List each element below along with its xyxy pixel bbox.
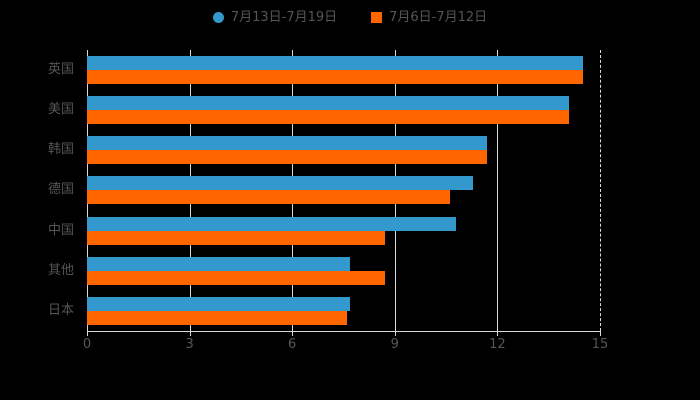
bar-英国-series-2[interactable]	[87, 70, 583, 84]
bar-韩国-series-1[interactable]	[87, 136, 488, 151]
gridline-12	[497, 50, 499, 331]
y-axis-label-德国: 德国	[47, 182, 74, 198]
x-tick-15	[600, 331, 601, 336]
x-tick-9	[394, 331, 396, 336]
bar-中国-series-2[interactable]	[87, 230, 385, 245]
bar-中国-series-1[interactable]	[87, 216, 457, 231]
bar-美国-series-1[interactable]	[87, 96, 570, 111]
x-tick-label-0: 0	[82, 337, 92, 352]
y-axis-label-英国: 英国	[47, 62, 74, 77]
x-tick-label-9: 9	[390, 337, 399, 352]
chart-legend: 7月13日-7月19日 7月6日-7月12日	[0, 6, 700, 28]
y-axis-label-日本: 日本	[47, 302, 74, 318]
x-axis: 0 3 6 9 12 15	[0, 331, 700, 361]
legend-item-series-1[interactable]: 7月13日-7月19日	[212, 9, 338, 25]
bar-日本-series-2[interactable]	[87, 310, 347, 325]
bar-日本-series-1[interactable]	[87, 296, 351, 311]
bar-德国-series-2[interactable]	[87, 190, 450, 205]
y-axis-label-中国: 中国	[47, 222, 74, 238]
bar-英国-series-1[interactable]	[87, 56, 583, 70]
x-tick-label-3: 3	[185, 337, 194, 352]
y-axis-label-其他: 其他	[47, 262, 74, 278]
square-marker-icon	[371, 11, 383, 23]
bar-美国-series-2[interactable]	[87, 110, 570, 125]
plot-area	[87, 50, 601, 331]
bar-韩国-series-2[interactable]	[87, 150, 488, 165]
gridline-15	[600, 50, 601, 331]
legend-item-series-2[interactable]: 7月6日-7月12日	[371, 11, 487, 24]
x-tick-label-15: 15	[591, 337, 609, 352]
x-tick-3	[189, 331, 191, 336]
legend-label-series-1: 7月13日-7月19日	[230, 9, 338, 25]
x-tick-label-6: 6	[288, 337, 297, 352]
x-tick-label-12: 12	[489, 337, 506, 352]
bar-德国-series-1[interactable]	[87, 176, 474, 191]
y-axis-label-韩国: 韩国	[47, 142, 74, 158]
x-tick-6	[292, 331, 294, 336]
bar-其他-series-2[interactable]	[87, 270, 385, 285]
y-axis-label-美国: 美国	[47, 102, 74, 118]
x-tick-12	[497, 331, 499, 336]
x-tick-0	[87, 331, 88, 336]
x-axis-line	[87, 331, 600, 332]
bar-其他-series-1[interactable]	[87, 256, 351, 271]
y-axis-labels: 英国美国韩国德国中国其他日本	[0, 50, 700, 331]
legend-label-series-2: 7月6日-7月12日	[389, 9, 488, 25]
circle-marker-icon	[212, 11, 224, 23]
